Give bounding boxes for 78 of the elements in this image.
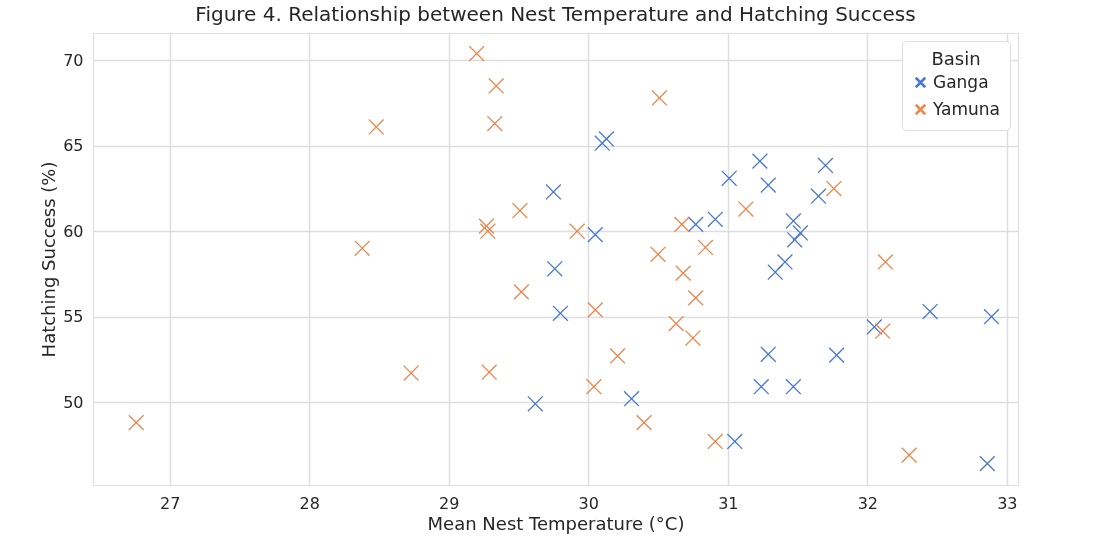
point (403, 365, 420, 382)
point (675, 265, 692, 282)
point (623, 390, 640, 407)
point (478, 218, 495, 235)
point (527, 395, 544, 412)
point (651, 89, 668, 106)
x-tick-label: 30 (578, 493, 599, 513)
point (877, 253, 894, 271)
point (128, 414, 145, 431)
point (668, 315, 685, 332)
legend-label: Yamuna (932, 98, 1000, 119)
point (767, 264, 784, 281)
point (468, 45, 485, 62)
point (737, 200, 755, 218)
point (636, 414, 653, 431)
chart-title: Figure 4. Relationship between Nest Temperature and Hatching Success (195, 2, 916, 26)
point (753, 378, 770, 395)
x-tick-label: 32 (857, 493, 878, 513)
point (828, 347, 845, 364)
x-axis-title: Mean Nest Temperature (°C) (427, 512, 685, 534)
point (486, 115, 503, 132)
point (513, 283, 530, 300)
point (673, 216, 690, 233)
point (901, 447, 918, 464)
point (697, 239, 714, 256)
point (488, 77, 505, 95)
point (687, 289, 704, 306)
point (594, 135, 611, 152)
point (649, 246, 667, 263)
x-tick-label: 33 (997, 493, 1018, 513)
point (760, 177, 777, 194)
y-tick-label: 55 (63, 307, 84, 327)
point (598, 130, 615, 148)
legend-label: Ganga (933, 71, 989, 92)
point (922, 303, 939, 320)
point (609, 347, 626, 365)
legend-title: Basin (931, 48, 981, 69)
x-tick-label: 27 (160, 493, 181, 513)
point (726, 433, 743, 450)
point (587, 226, 604, 243)
point (776, 253, 794, 271)
point (587, 301, 604, 318)
x-tick-label: 29 (439, 493, 460, 513)
point (721, 170, 738, 187)
y-tick-label: 65 (63, 136, 84, 156)
point (511, 202, 528, 219)
point (707, 433, 724, 450)
point (546, 260, 563, 277)
point (707, 211, 724, 228)
point (874, 323, 891, 340)
x-tick-label: 28 (299, 493, 320, 513)
point (792, 224, 809, 242)
point (785, 378, 802, 395)
point (569, 223, 586, 240)
point (552, 305, 569, 322)
point (368, 118, 385, 136)
point (760, 346, 777, 363)
point (810, 188, 827, 205)
point (817, 157, 834, 174)
point (481, 364, 498, 381)
y-tick-label: 60 (63, 221, 84, 241)
point (585, 378, 602, 395)
y-tick-label: 50 (63, 392, 84, 412)
point (866, 318, 883, 335)
point (479, 223, 496, 240)
point (785, 212, 802, 230)
x-tick-label: 31 (718, 493, 739, 513)
point (751, 153, 768, 170)
point (786, 231, 803, 248)
point (687, 216, 704, 233)
point (979, 455, 996, 472)
point (825, 180, 842, 197)
point (545, 183, 562, 200)
point (354, 240, 371, 257)
point (684, 329, 701, 347)
point (983, 308, 1000, 325)
y-axis-title: Hatching Success (%) (38, 161, 60, 358)
y-tick-label: 70 (63, 50, 84, 70)
